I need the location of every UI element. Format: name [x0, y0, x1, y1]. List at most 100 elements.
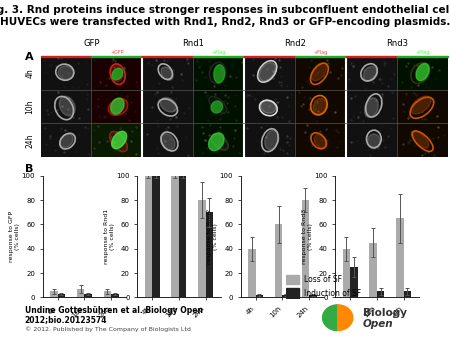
Text: +Flag: +Flag — [415, 50, 429, 55]
Text: Rnd1: Rnd1 — [182, 39, 204, 48]
Bar — [144, 176, 152, 297]
Bar — [193, 56, 244, 57]
Polygon shape — [323, 305, 338, 331]
Bar — [179, 176, 186, 297]
Ellipse shape — [314, 135, 327, 148]
Bar — [397, 90, 448, 123]
Ellipse shape — [161, 67, 173, 80]
Ellipse shape — [111, 133, 126, 150]
Text: F-actin: F-actin — [312, 48, 329, 53]
Bar — [342, 249, 350, 297]
Bar — [397, 56, 448, 57]
Bar — [142, 123, 193, 157]
Text: F-actin: F-actin — [363, 49, 380, 54]
Bar — [40, 56, 91, 57]
Text: Biology: Biology — [363, 308, 407, 318]
Ellipse shape — [363, 67, 377, 81]
Bar — [171, 176, 179, 297]
Bar — [286, 275, 299, 284]
Bar — [295, 90, 346, 123]
Text: 2012;bio.20123574: 2012;bio.20123574 — [25, 315, 107, 324]
Text: Induction of SF: Induction of SF — [304, 289, 361, 298]
Y-axis label: response to GFP
(% cells): response to GFP (% cells) — [9, 211, 20, 262]
Ellipse shape — [208, 133, 224, 151]
Bar — [198, 200, 206, 297]
Bar — [404, 291, 411, 297]
Ellipse shape — [112, 68, 123, 80]
Ellipse shape — [213, 65, 226, 82]
Bar — [104, 291, 111, 297]
Bar — [346, 56, 397, 90]
Ellipse shape — [311, 63, 327, 81]
Bar — [346, 123, 397, 157]
Bar — [295, 123, 346, 157]
Ellipse shape — [416, 64, 429, 81]
Ellipse shape — [111, 98, 124, 114]
Text: F-actin: F-actin — [159, 49, 176, 54]
Bar — [91, 90, 142, 123]
Y-axis label: response to Rnd3
(% cells): response to Rnd3 (% cells) — [302, 209, 313, 264]
Ellipse shape — [212, 99, 226, 113]
Bar — [397, 56, 448, 90]
Ellipse shape — [110, 65, 122, 82]
Bar — [295, 56, 346, 57]
Ellipse shape — [411, 96, 431, 114]
Bar — [40, 123, 91, 157]
Bar — [91, 56, 142, 90]
Text: Fig. 3. Rnd proteins induce stronger responses in subconfluent endothelial cells: Fig. 3. Rnd proteins induce stronger res… — [0, 5, 450, 27]
Bar — [142, 56, 193, 57]
Ellipse shape — [211, 101, 222, 113]
Bar — [350, 267, 358, 297]
Bar — [77, 289, 85, 297]
Text: +GFP: +GFP — [110, 50, 124, 55]
Bar — [111, 294, 119, 297]
Ellipse shape — [161, 134, 175, 150]
Ellipse shape — [112, 131, 126, 149]
Bar — [142, 90, 193, 123]
Bar — [142, 56, 193, 90]
Bar — [397, 123, 448, 157]
Text: +Flag: +Flag — [212, 50, 226, 55]
Bar — [286, 288, 299, 298]
Bar — [369, 243, 377, 297]
Bar — [302, 200, 309, 297]
Bar — [193, 56, 244, 90]
Bar — [377, 291, 384, 297]
Bar — [244, 56, 295, 57]
Ellipse shape — [214, 65, 225, 83]
Bar — [275, 224, 283, 297]
Bar — [283, 295, 290, 297]
Ellipse shape — [110, 99, 126, 113]
Text: 4h: 4h — [25, 68, 34, 77]
Bar — [346, 56, 397, 57]
Text: F-actin: F-actin — [261, 49, 278, 54]
Bar — [91, 123, 142, 157]
Ellipse shape — [364, 98, 378, 118]
Bar — [244, 123, 295, 157]
Ellipse shape — [411, 131, 429, 148]
Y-axis label: response to Rnd2
(% cells): response to Rnd2 (% cells) — [207, 209, 218, 264]
Bar — [248, 249, 256, 297]
Bar — [85, 294, 92, 297]
Bar — [309, 295, 317, 297]
Bar — [40, 56, 91, 90]
Ellipse shape — [261, 100, 276, 113]
Bar — [244, 90, 295, 123]
Bar — [193, 90, 244, 123]
Bar — [50, 291, 58, 297]
Text: Undine Gottesbühren et al. Biology Open: Undine Gottesbühren et al. Biology Open — [25, 306, 203, 315]
Text: F-actin: F-actin — [108, 48, 125, 53]
Bar — [256, 295, 263, 297]
Bar — [244, 56, 295, 90]
Text: Loss of SF: Loss of SF — [304, 275, 342, 284]
Text: A: A — [25, 52, 33, 63]
Ellipse shape — [58, 66, 74, 79]
Ellipse shape — [265, 130, 279, 150]
Text: Rnd2: Rnd2 — [284, 39, 306, 48]
Text: F-actin: F-actin — [58, 49, 74, 54]
Bar — [152, 176, 160, 297]
Ellipse shape — [59, 96, 75, 116]
Bar — [396, 218, 404, 297]
Text: Rnd3: Rnd3 — [386, 39, 408, 48]
Text: F-actin: F-actin — [414, 48, 431, 53]
